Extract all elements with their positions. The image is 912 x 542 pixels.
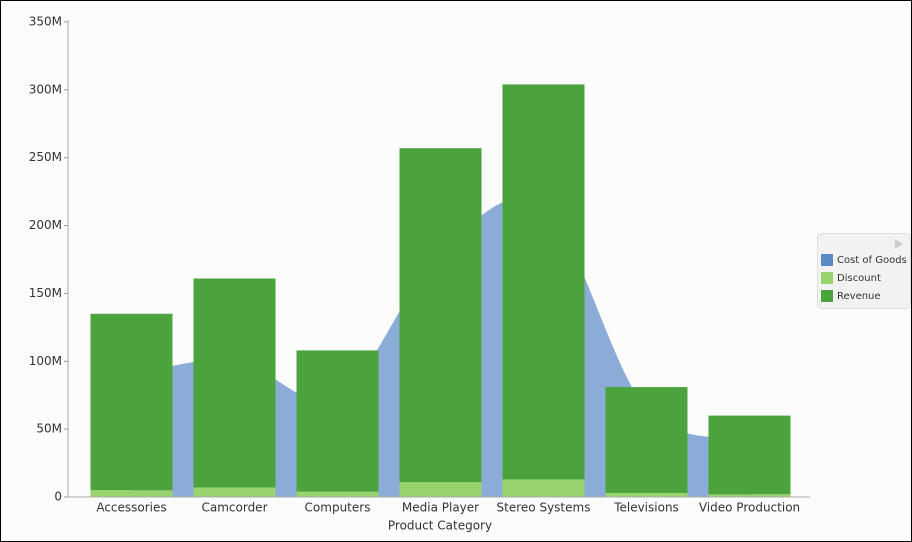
bar (399, 148, 482, 483)
legend: Cost of Goods Discount Revenue (817, 233, 911, 309)
legend-box (817, 233, 911, 309)
legend-label: Discount (837, 273, 881, 284)
legend-label: Cost of Goods (837, 255, 907, 266)
bar (399, 482, 482, 497)
bar (708, 494, 791, 497)
legend-swatch (821, 272, 833, 284)
y-tick-label: 0 (54, 490, 62, 504)
y-tick-label: 150M (29, 286, 62, 300)
bar (193, 487, 276, 497)
y-tick-label: 250M (29, 150, 62, 164)
bar (502, 479, 585, 497)
legend-arrow (895, 239, 903, 249)
y-tick-label: 100M (29, 354, 62, 368)
x-tick-label: Computers (305, 501, 371, 515)
bar (708, 415, 791, 495)
bar (605, 387, 688, 493)
bar (605, 492, 688, 497)
x-tick-label: Video Production (699, 501, 800, 515)
legend-label: Revenue (837, 291, 881, 302)
plot: 0 50M 100M 150M 200M 250M 300M 350M Accessories C… (29, 15, 810, 515)
bar (502, 84, 585, 480)
bar (193, 278, 276, 488)
y-tick-label: 50M (36, 422, 62, 436)
x-tick-label: Accessories (96, 501, 166, 515)
bar (296, 350, 379, 492)
y-tick-label: 300M (29, 82, 62, 96)
y-tick-label: 200M (29, 218, 62, 232)
x-axis-title: Product Category (388, 519, 492, 533)
bar (90, 313, 173, 491)
bar (296, 491, 379, 497)
x-tick-label: Televisions (613, 501, 679, 515)
bar (90, 490, 173, 497)
x-tick-label: Camcorder (201, 501, 267, 515)
y-tick-label: 350M (29, 15, 62, 29)
legend-swatch (821, 254, 833, 266)
legend-swatch (821, 290, 833, 302)
x-tick-label: Stereo Systems (497, 501, 591, 515)
x-tick-label: Media Player (402, 501, 479, 515)
